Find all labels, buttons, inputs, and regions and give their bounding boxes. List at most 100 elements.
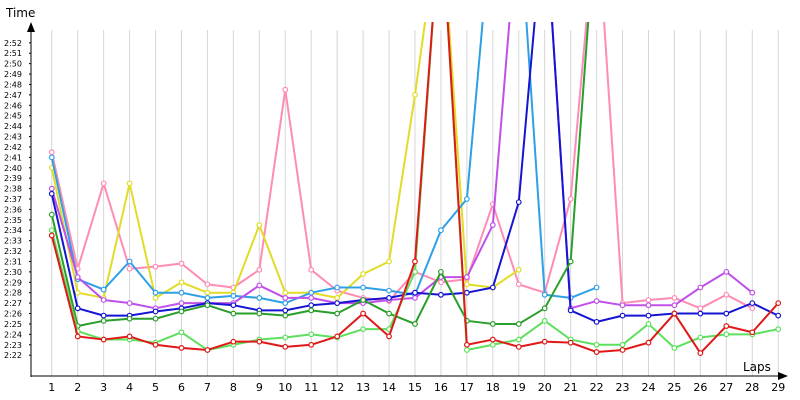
data-point (697, 284, 704, 291)
x-tick-label: 1 (48, 381, 55, 394)
data-point (178, 289, 185, 296)
x-tick-label: 17 (460, 381, 474, 394)
data-point (412, 268, 418, 275)
data-point (463, 347, 470, 353)
x-tick-labels: 1 2 3 4 5 6 7 8 9 10 11 12 13 14 15 16 17 18 19 20 21 22 23 24 2… (48, 381, 785, 394)
data-point (204, 289, 211, 296)
data-point (541, 305, 548, 312)
data-point (412, 91, 418, 98)
x-tick-label: 25 (667, 381, 681, 394)
y-tick-label: 2:47 (4, 91, 22, 100)
data-point (360, 284, 366, 291)
y-tick-label: 2:45 (4, 112, 22, 121)
series-line (50, 22, 753, 310)
data-point (567, 258, 574, 265)
series-6 (48, 22, 590, 329)
data-point (282, 289, 289, 296)
data-point (645, 321, 652, 327)
x-tick-label: 6 (178, 381, 185, 394)
data-point (334, 300, 341, 307)
data-point (593, 284, 600, 291)
x-tick-label: 22 (590, 381, 604, 394)
y-tick-label: 2:39 (4, 174, 22, 183)
data-point (360, 297, 366, 303)
data-point (74, 274, 81, 280)
data-point (334, 295, 341, 301)
data-point (749, 329, 756, 336)
data-point (541, 291, 548, 298)
data-point (515, 266, 522, 273)
data-point (48, 190, 55, 197)
y-tick-label: 2:30 (4, 268, 22, 277)
data-point (204, 347, 211, 353)
data-point (515, 199, 522, 206)
y-tick-label: 2:35 (4, 216, 22, 225)
data-point (489, 222, 496, 228)
data-point (152, 295, 159, 301)
data-point (230, 338, 237, 345)
x-tick-label: 3 (100, 381, 107, 394)
data-point (282, 307, 289, 314)
data-point (48, 149, 55, 156)
data-point (438, 291, 444, 298)
data-point (334, 310, 341, 317)
y-axis-arrow (27, 22, 35, 32)
data-point (126, 258, 133, 265)
data-point (619, 312, 626, 319)
data-point (438, 227, 444, 234)
data-point (178, 329, 185, 336)
data-point (282, 343, 289, 350)
data-point (463, 281, 470, 288)
data-point (723, 310, 730, 317)
data-point (593, 298, 600, 304)
data-point (230, 310, 237, 317)
data-point (386, 258, 392, 265)
x-axis-arrow (778, 372, 788, 380)
x-tick-label: 4 (126, 381, 133, 394)
y-tick-label: 2:38 (4, 185, 22, 194)
data-point (412, 321, 418, 327)
data-point (256, 295, 263, 301)
data-point (463, 196, 470, 202)
data-point (256, 338, 263, 345)
x-tick-label: 23 (616, 381, 630, 394)
x-tick-label: 10 (278, 381, 292, 394)
data-point (74, 289, 81, 296)
x-tick-label: 21 (564, 381, 578, 394)
data-point (126, 180, 133, 187)
data-point (645, 297, 652, 303)
y-tick-label: 2:36 (4, 205, 22, 214)
data-point (282, 86, 289, 93)
data-point (334, 333, 341, 340)
data-point (489, 284, 496, 291)
data-point (386, 333, 392, 340)
data-point (308, 289, 315, 296)
data-point (749, 305, 756, 312)
data-point (412, 289, 418, 296)
data-point (463, 341, 470, 348)
data-point (126, 315, 133, 322)
data-point (282, 334, 289, 341)
y-tick-label: 2:40 (4, 164, 22, 173)
data-point (671, 302, 678, 309)
data-point (204, 302, 211, 309)
data-point (593, 341, 600, 348)
data-point (74, 305, 81, 312)
data-point (438, 279, 444, 286)
x-tick-label: 27 (719, 381, 733, 394)
x-tick-label: 18 (486, 381, 500, 394)
data-point (645, 302, 652, 309)
data-point (308, 307, 315, 314)
data-point (723, 323, 730, 329)
data-point (230, 292, 237, 299)
y-tick-label: 2:26 (4, 310, 22, 319)
series-line (50, 22, 597, 305)
y-tick-label: 2:37 (4, 195, 22, 204)
data-point (567, 307, 574, 314)
x-tick-label: 2 (74, 381, 81, 394)
data-point (619, 341, 626, 348)
data-point (697, 310, 704, 317)
data-point (697, 350, 704, 356)
y-tick-label: 2:51 (4, 49, 22, 58)
data-point (515, 281, 522, 288)
